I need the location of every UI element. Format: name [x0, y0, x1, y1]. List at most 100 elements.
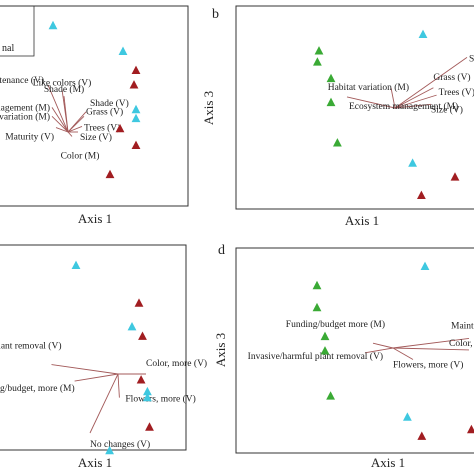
- panel-b-vector-label: Trees (V): [439, 87, 474, 98]
- panel-b-vector-line: [390, 87, 396, 109]
- panel-c: Invasive/hamful plant removal (V) Color, …: [0, 244, 207, 470]
- panel-a-vector-line: [63, 96, 69, 133]
- panel-d-vector-label: Funding/budget more (M): [286, 319, 385, 330]
- panel-a-vector-label: Management (M): [0, 102, 50, 113]
- panel-d-vectors: Maintenance, increase Funding/budget more…: [248, 319, 474, 370]
- panel-b-vector-label: Ecosystem management (M): [349, 101, 458, 112]
- panel-b-point-cyan: [408, 158, 417, 167]
- panel-a-point-cyan: [118, 46, 128, 55]
- panel-c-vector-label: Invasive/hamful plant removal (V): [0, 341, 62, 352]
- panel-b-vector-line: [394, 94, 437, 109]
- panel-c-point-cyan: [105, 445, 114, 455]
- panel-c-vector-label: Color, more (V): [146, 358, 207, 369]
- panel-d-point-cyan: [403, 412, 412, 421]
- panel-b-points: [313, 29, 460, 199]
- panel-d-points: [312, 261, 474, 440]
- panel-b-point-green: [313, 57, 322, 66]
- panel-c-vector-label: No changes (V): [90, 439, 150, 450]
- panel-a-point-cyan: [48, 20, 58, 30]
- panel-a-vector-label: Color (M): [61, 150, 100, 161]
- panel-b-vector-line: [346, 96, 396, 109]
- panel-b-ylabel: Axis 3: [201, 91, 216, 125]
- panel-d-vector-label: Maintenance, increase: [451, 321, 474, 331]
- panel-a-point-cyan: [131, 113, 141, 123]
- panel-b-point-green: [326, 97, 336, 107]
- panel-c-points: [71, 260, 154, 455]
- panel-c-point-red: [136, 375, 146, 384]
- panel-a-point-cyan: [131, 104, 141, 114]
- panel-d-point-red: [467, 424, 474, 434]
- panel-a-point-red: [105, 169, 115, 179]
- panel-a-vector-line: [51, 107, 69, 133]
- panel-a-vector-label: Habitat variation (M): [0, 111, 50, 122]
- panel-b-xlabel: Axis 1: [345, 213, 379, 228]
- panel-d-point-green: [320, 331, 330, 341]
- panel-d-xlabel: Axis 1: [371, 455, 405, 470]
- panel-b-vector-label: Grass (V): [433, 72, 470, 83]
- panel-d-vector-label: Color, more: [449, 339, 474, 349]
- panel-a-frame: [0, 5, 189, 207]
- panel-d-vector-line: [372, 342, 394, 349]
- panel-c-frame: [0, 244, 187, 451]
- panel-d-point-green: [320, 346, 330, 355]
- panel-c-point-red: [145, 422, 154, 431]
- panel-d-vector-line: [392, 337, 470, 349]
- panel-a-vector-line: [51, 115, 69, 133]
- panel-b-point-green: [314, 46, 324, 55]
- panel-a-vector-label: Maturity (V): [5, 132, 54, 143]
- panel-a-legend-text: nal: [2, 43, 14, 54]
- panel-a-vector-label: Size (V): [80, 132, 112, 143]
- panel-d-letter: d: [218, 243, 225, 258]
- panel-b: b Axis 3 Shade Habitat variation (M) Grass…: [201, 5, 474, 228]
- panel-d-frame: [235, 247, 474, 454]
- panel-c-point-red: [138, 331, 147, 340]
- panel-c-xlabel: Axis 1: [78, 455, 112, 470]
- panel-b-point-cyan: [418, 29, 428, 38]
- panel-c-vector-line: [51, 364, 119, 375]
- panel-a-vector-line: [67, 111, 87, 133]
- panel-a-xlabel: Axis 1: [78, 211, 112, 226]
- panel-b-vector-line: [394, 87, 434, 109]
- panel-b-vector-label: Shade: [469, 54, 474, 64]
- panel-b-vector-line: [394, 57, 468, 109]
- panel-a-point-red: [131, 140, 141, 150]
- panel-d-point-green: [312, 302, 322, 312]
- panel-d-point-green: [312, 280, 322, 290]
- panel-d-vector-label: Invasive/harmful plant removal (V): [248, 351, 383, 362]
- panel-b-vector-label: Size (V): [431, 104, 463, 115]
- panel-b-vector-line: [394, 103, 432, 109]
- panel-a-points: [48, 20, 141, 179]
- panel-d-point-green: [326, 391, 335, 400]
- panel-a-point-red: [115, 123, 125, 133]
- panel-d: d Axis 3 Maintenance, increase Funding/bu…: [213, 243, 474, 470]
- panel-c-point-cyan: [127, 322, 137, 331]
- panel-c-vector-label: Flowers, more (V): [125, 394, 195, 405]
- panel-a-vector-label: Shade (V): [90, 98, 129, 109]
- panel-b-point-green: [326, 73, 336, 83]
- panel-c-point-cyan: [71, 260, 81, 270]
- panel-c-vector-line: [74, 373, 119, 382]
- panel-a-point-red: [129, 80, 139, 89]
- panel-d-point-red: [417, 431, 427, 440]
- panel-d-vector-label: Flowers, more (V): [393, 360, 463, 371]
- panel-b-point-green: [333, 138, 342, 147]
- panel-a-point-red: [131, 65, 141, 74]
- panel-b-letter: b: [212, 7, 219, 22]
- panel-a-vector-line: [67, 125, 83, 133]
- panel-a-legend-box: [0, 5, 35, 57]
- panel-a-vector-label: Maintenance (V): [0, 75, 44, 86]
- panel-d-vector-line: [392, 347, 414, 360]
- panel-a-vector-line: [55, 127, 69, 133]
- panel-d-point-cyan: [420, 261, 430, 270]
- panel-a-vector-label: Trees (V): [84, 122, 120, 133]
- panel-c-point-red: [134, 298, 144, 307]
- panel-a-vector-label: Grass (V): [86, 106, 123, 117]
- panel-a-vector-line: [67, 131, 73, 137]
- panel-b-point-red: [417, 190, 426, 199]
- panel-b-vectors: Shade Habitat variation (M) Grass (V) Trees…: [328, 54, 474, 115]
- panel-d-vector-line: [392, 347, 470, 351]
- panel-b-point-red: [450, 172, 460, 181]
- panel-a-vector-label: Shade (M): [44, 84, 84, 95]
- panel-a: nal Maintenance (V)Like colors (V)Shade …: [0, 5, 189, 226]
